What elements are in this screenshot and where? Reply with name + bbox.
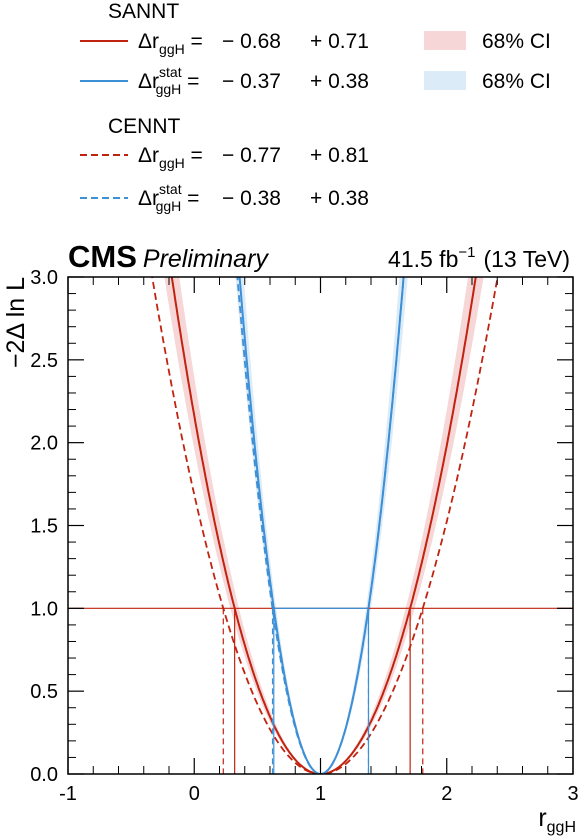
x-tick-label: 2 — [441, 783, 452, 805]
crossing-lines — [68, 607, 573, 774]
y-tick-label: 0.5 — [30, 681, 58, 703]
cms-label: CMS — [68, 239, 137, 274]
plot-header: CMS Preliminary 41.5 fb−1 (13 TeV) — [68, 239, 570, 274]
series-curve — [170, 277, 477, 774]
x-tick-label: 1 — [315, 783, 326, 805]
legend-down-value: − 0.37 — [222, 70, 281, 93]
y-tick-label: 2.0 — [30, 433, 58, 455]
axes: -1 0 1 2 3 0.0 0.5 1.0 1.5 2.0 2.5 3.0 — [30, 267, 578, 805]
legend-subscript: ggH — [156, 198, 182, 214]
lumi-label: 41.5 fb−1 (13 TeV) — [388, 244, 570, 272]
legend-subscript: ggH — [156, 81, 182, 97]
legend-group-title: SANNT — [108, 0, 179, 23]
confidence-bands — [164, 277, 484, 774]
x-tick-label: 0 — [189, 783, 200, 805]
legend-subscript: ggH — [159, 41, 185, 57]
legend-entry-label: Δrstat ggH = — [138, 181, 199, 214]
energy-label: (13 TeV) — [483, 246, 570, 272]
x-tick-label: 3 — [567, 783, 578, 805]
legend-symbol: Δr — [138, 187, 159, 210]
x-tick-label: -1 — [59, 783, 77, 805]
legend-ci-label: 68% CI — [482, 30, 551, 53]
legend-equals: = — [185, 144, 203, 167]
y-tick-label: 1.0 — [30, 598, 58, 620]
x-axis-subscript: ggH — [547, 819, 576, 836]
lumi-value: 41.5 fb — [388, 246, 458, 272]
series-curve — [236, 277, 405, 774]
confidence-band — [164, 277, 484, 774]
plot-frame — [67, 276, 574, 775]
y-tick-label: 0.0 — [30, 764, 58, 786]
legend-group-title: CENNT — [108, 115, 181, 138]
legend-down-value: − 0.77 — [222, 144, 281, 167]
legend-ci-label: 68% CI — [482, 70, 551, 93]
legend-superscript: stat — [159, 64, 182, 80]
likelihood-curves — [151, 277, 499, 774]
legend-entry-label: ΔrggH = — [138, 30, 203, 57]
legend-up-value: + 0.38 — [310, 70, 369, 93]
legend-symbol: Δr — [138, 144, 159, 167]
legend-ci-swatch — [424, 71, 466, 90]
legend-entry-label: ΔrggH = — [138, 144, 203, 171]
y-tick-label: 1.5 — [30, 516, 58, 538]
legend-up-value: + 0.81 — [310, 144, 369, 167]
y-axis-label: −2Δ ln L — [2, 277, 30, 368]
legend-entry-label: Δrstat ggH = — [138, 64, 199, 97]
preliminary-label: Preliminary — [143, 245, 270, 273]
legend-symbol: Δr — [138, 30, 159, 53]
legend-superscript: stat — [159, 181, 182, 197]
legend-equals: = — [181, 187, 199, 210]
series-curve — [238, 277, 405, 774]
legend-down-value: − 0.38 — [222, 187, 281, 210]
legend-ci-swatch — [424, 31, 466, 50]
legend-equals: = — [181, 70, 199, 93]
y-tick-label: 2.5 — [30, 350, 58, 372]
x-axis-symbol: r — [538, 804, 546, 832]
confidence-band — [235, 277, 408, 774]
x-axis-label: rggH — [538, 804, 576, 836]
lumi-unit-exponent: −1 — [458, 244, 475, 261]
legend-up-value: + 0.38 — [310, 187, 369, 210]
legend-subscript: ggH — [159, 155, 185, 171]
series-curve — [151, 277, 499, 774]
legend-up-value: + 0.71 — [310, 30, 369, 53]
legend-equals: = — [185, 30, 203, 53]
y-tick-label: 3.0 — [30, 267, 58, 289]
legend-down-value: − 0.68 — [222, 30, 281, 53]
legend-symbol: Δr — [138, 70, 159, 93]
